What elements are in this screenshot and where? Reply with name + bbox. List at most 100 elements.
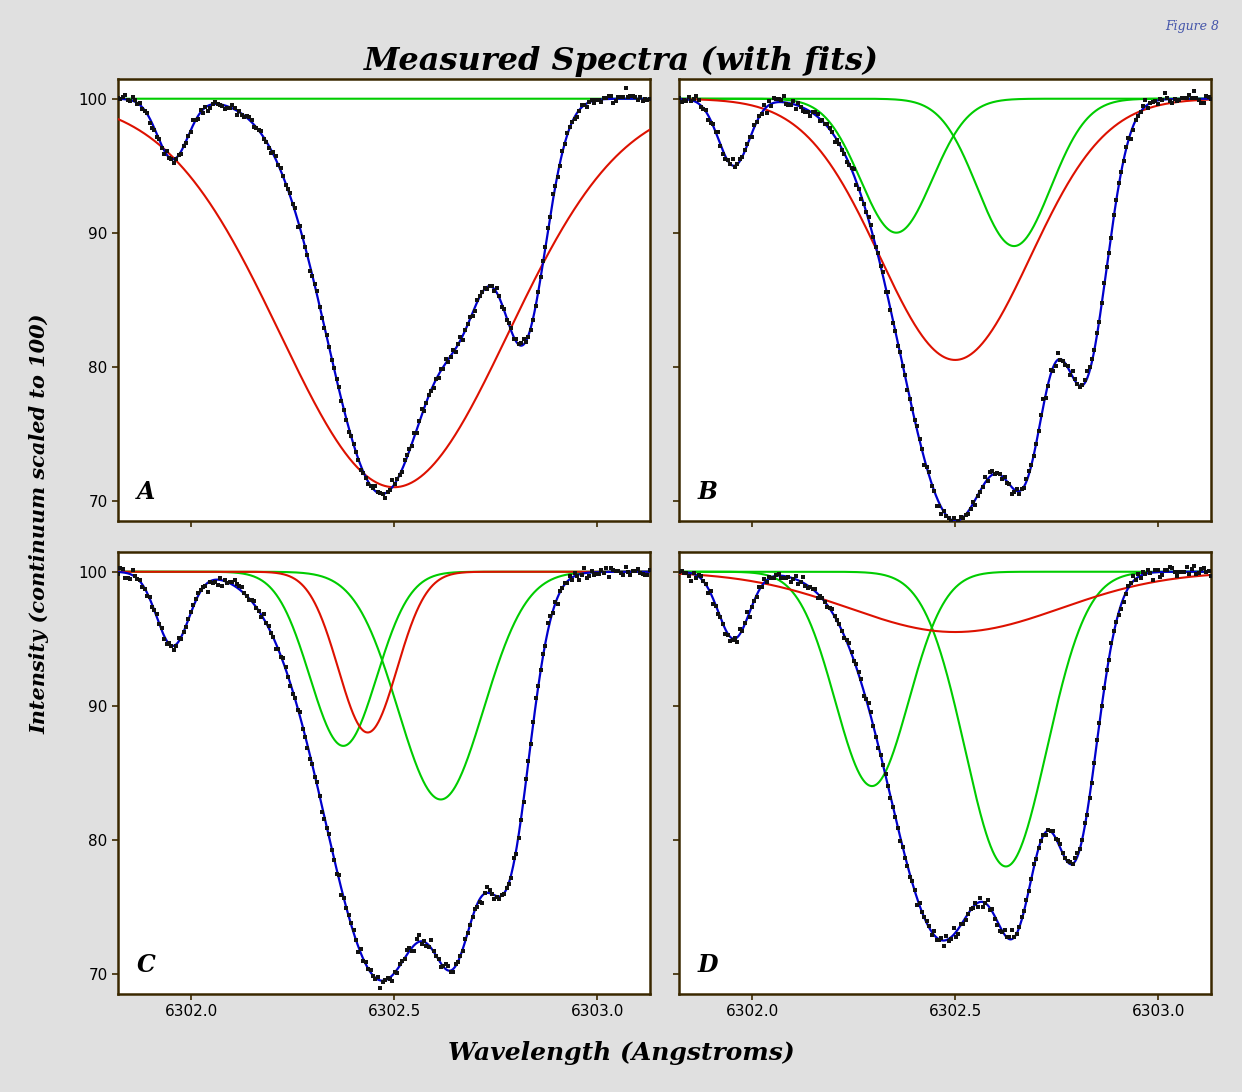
- Point: [210, 96, 230, 114]
- Point: [195, 578, 215, 595]
- Point: [677, 565, 697, 582]
- Point: [820, 119, 840, 136]
- Point: [497, 311, 517, 329]
- Point: [579, 93, 599, 110]
- Point: [276, 176, 296, 193]
- Point: [217, 574, 237, 592]
- Point: [946, 515, 966, 533]
- Point: [1143, 571, 1163, 589]
- Point: [856, 690, 876, 708]
- Point: [291, 217, 310, 235]
- Point: [1165, 91, 1185, 108]
- Point: [1077, 807, 1097, 824]
- Point: [116, 86, 135, 104]
- Point: [688, 91, 708, 108]
- Point: [725, 629, 745, 646]
- Point: [397, 447, 417, 464]
- Point: [589, 91, 609, 108]
- Point: [392, 464, 412, 482]
- Point: [939, 509, 959, 526]
- Point: [360, 477, 380, 495]
- Point: [970, 484, 990, 501]
- Point: [914, 455, 934, 473]
- Point: [291, 703, 310, 721]
- Point: [523, 311, 543, 329]
- Point: [286, 689, 306, 707]
- Point: [402, 438, 422, 455]
- Point: [616, 558, 636, 575]
- Point: [1061, 367, 1081, 384]
- Point: [741, 598, 761, 616]
- Point: [820, 600, 840, 617]
- Point: [261, 144, 281, 162]
- Point: [1048, 345, 1068, 363]
- Point: [786, 100, 806, 118]
- Point: [936, 507, 956, 524]
- Point: [698, 111, 718, 129]
- Point: [202, 573, 222, 591]
- Point: [975, 468, 995, 486]
- Point: [1063, 855, 1083, 873]
- Point: [378, 484, 397, 501]
- Point: [594, 90, 614, 107]
- Point: [1089, 313, 1109, 331]
- Point: [142, 119, 161, 136]
- Point: [169, 146, 189, 164]
- Point: [934, 937, 954, 954]
- Point: [395, 950, 415, 968]
- Point: [441, 348, 461, 366]
- Point: [288, 218, 308, 236]
- Point: [715, 625, 735, 642]
- Point: [438, 353, 458, 370]
- Point: [1119, 129, 1139, 146]
- Point: [128, 96, 148, 114]
- Point: [1153, 566, 1172, 583]
- Point: [761, 570, 781, 587]
- Text: A: A: [137, 479, 155, 503]
- Point: [708, 605, 728, 622]
- Point: [245, 118, 265, 135]
- Point: [1056, 356, 1076, 373]
- Point: [601, 87, 621, 105]
- Point: [669, 563, 689, 581]
- Point: [517, 333, 537, 351]
- Point: [902, 873, 922, 890]
- Point: [514, 793, 534, 810]
- Point: [992, 924, 1012, 941]
- Text: Intensity (continuum scaled to 100): Intensity (continuum scaled to 100): [30, 313, 50, 735]
- Point: [504, 850, 524, 867]
- Point: [451, 328, 471, 345]
- Point: [271, 649, 291, 666]
- Point: [296, 238, 315, 256]
- Point: [739, 128, 759, 145]
- Point: [1058, 357, 1078, 375]
- Point: [553, 579, 573, 596]
- Point: [977, 891, 997, 909]
- Point: [1028, 839, 1048, 856]
- Point: [691, 98, 710, 116]
- Point: [528, 283, 548, 300]
- Point: [152, 619, 171, 637]
- Point: [499, 875, 519, 892]
- Point: [525, 297, 545, 314]
- Point: [558, 574, 578, 592]
- Point: [837, 632, 857, 650]
- Point: [584, 567, 604, 584]
- Point: [317, 327, 337, 344]
- Point: [266, 640, 286, 657]
- Point: [509, 335, 529, 353]
- Point: [1117, 138, 1136, 155]
- Point: [907, 897, 927, 914]
- Point: [837, 153, 857, 170]
- Point: [433, 360, 453, 378]
- Point: [232, 579, 252, 596]
- Point: [987, 464, 1007, 482]
- Point: [363, 966, 383, 984]
- Point: [156, 142, 176, 159]
- Point: [263, 143, 283, 161]
- Point: [193, 104, 212, 121]
- Point: [759, 569, 779, 586]
- Point: [944, 509, 964, 526]
- Point: [283, 686, 303, 703]
- Point: [314, 810, 334, 828]
